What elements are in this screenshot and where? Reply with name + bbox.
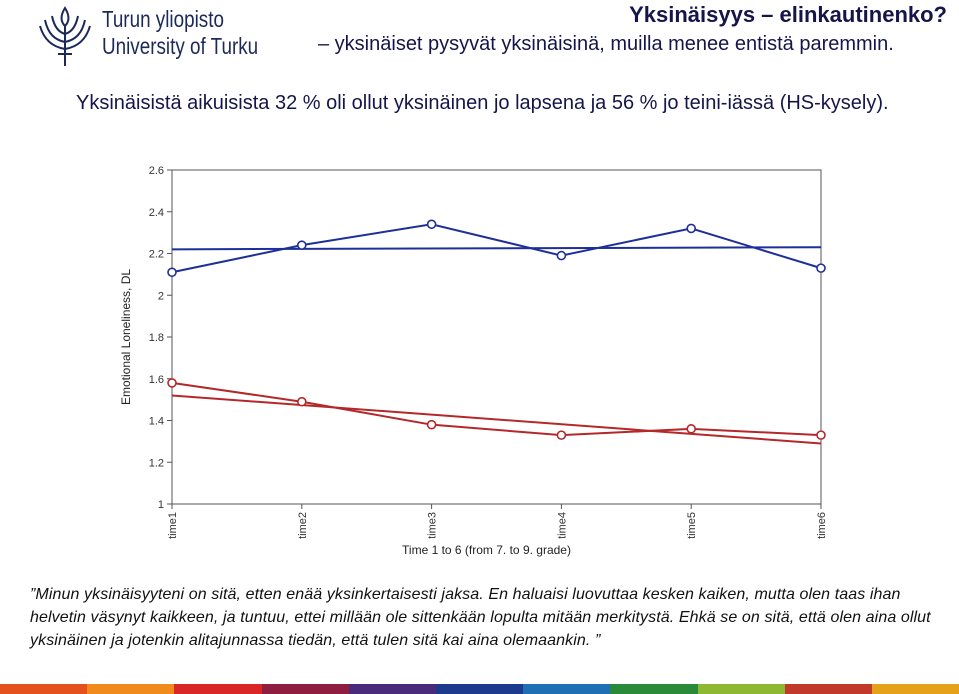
torch-emblem-icon: [39, 6, 91, 66]
series-2-point: [167, 378, 177, 388]
series-1-point: [686, 223, 697, 234]
x-tick-label: time6: [816, 512, 828, 539]
slide-subtitle: – yksinäiset pysyvät yksinäisinä, muilla…: [318, 33, 894, 55]
y-tick-label: 2.2: [149, 249, 164, 261]
plot-frame: [171, 169, 822, 505]
footer-stripe-segment: [174, 684, 262, 694]
x-tick-label: time3: [427, 512, 439, 539]
series-1-point: [297, 240, 307, 250]
logo-line-1: Turun yliopisto: [102, 6, 224, 32]
footer-stripe-segment: [261, 684, 349, 694]
loneliness-line-chart: 1 1.2 1.4 1.6 1.8 2 2.2 2.4 2.6 time1 time2 time3 ti…: [119, 165, 828, 557]
footer-stripe-segment: [0, 684, 88, 694]
footer-stripe-segment: [348, 684, 436, 694]
series-2-point: [426, 419, 437, 430]
series-2-point: [686, 424, 697, 434]
footer-stripe-segment: [784, 684, 872, 694]
x-tick-label: time1: [167, 512, 179, 539]
university-logo: Turun yliopisto University of Turku: [30, 2, 270, 68]
y-tick-label: 1.2: [149, 457, 164, 469]
y-axis-label: Emotional Loneliness, DL: [119, 269, 133, 405]
y-tick-label: 1: [158, 499, 164, 511]
y-tick-label: 2.6: [149, 165, 164, 177]
series-1-point: [426, 219, 437, 230]
x-tick-label: time2: [297, 512, 309, 539]
footer-stripe-segment: [523, 684, 611, 694]
series-2-trend-line: [171, 394, 822, 445]
footer-color-stripe: [0, 684, 959, 694]
x-tick-label: time5: [686, 512, 698, 539]
x-tick-label: time4: [556, 512, 568, 539]
series-1-point: [556, 250, 567, 261]
x-axis-label: Time 1 to 6 (from 7. to 9. grade): [402, 543, 571, 557]
quote-text: ”Minun yksinäisyyteni on sitä, etten enä…: [30, 586, 931, 649]
series-2-point: [556, 430, 567, 440]
logo-line-2: University of Turku: [102, 33, 259, 59]
y-tick-label: 1.6: [149, 374, 164, 386]
series-2-point: [816, 430, 826, 440]
series-1-line: [171, 223, 822, 274]
series-2-point: [297, 396, 307, 407]
y-tick-label: 2.4: [149, 207, 164, 219]
footer-stripe-segment: [435, 684, 524, 694]
slide-title: Yksinäisyys – elinkautinenko?: [629, 2, 947, 27]
y-tick-label: 1.4: [149, 416, 164, 428]
logo-text: Turun yliopisto University of Turku: [102, 6, 258, 60]
footer-stripe-segment: [87, 684, 175, 694]
series-1-point: [816, 263, 826, 273]
series-1-trend-line: [171, 246, 822, 251]
series-1-point: [167, 267, 177, 278]
footer-stripe-segment: [610, 684, 698, 694]
y-tick-label: 1.8: [149, 332, 164, 344]
footer-stripe-segment: [697, 684, 785, 694]
intro-text: Yksinäisistä aikuisista 32 % oli ollut y…: [76, 92, 889, 114]
footer-stripe-segment: [871, 684, 959, 694]
y-tick-label: 2: [158, 290, 164, 302]
series-2-line: [171, 381, 822, 437]
